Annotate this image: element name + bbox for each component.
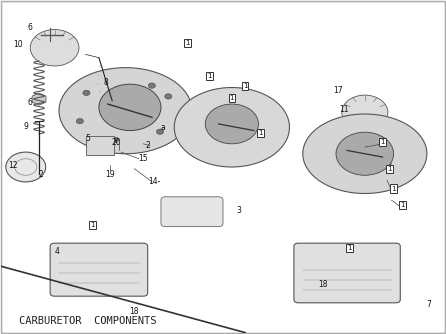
Text: 2: 2 xyxy=(145,141,150,150)
Ellipse shape xyxy=(174,88,289,167)
Text: 12: 12 xyxy=(8,161,17,170)
FancyBboxPatch shape xyxy=(294,243,401,303)
Circle shape xyxy=(148,83,155,88)
Text: 6: 6 xyxy=(28,98,33,107)
Text: 18: 18 xyxy=(318,280,327,289)
Text: 6: 6 xyxy=(28,23,33,32)
Circle shape xyxy=(157,129,164,134)
Text: CARBURETOR  COMPONENTS: CARBURETOR COMPONENTS xyxy=(19,316,157,326)
FancyBboxPatch shape xyxy=(50,243,148,296)
Text: 4: 4 xyxy=(54,247,59,256)
Text: 9: 9 xyxy=(23,122,28,131)
Text: 1: 1 xyxy=(400,202,405,208)
Text: 10: 10 xyxy=(13,40,23,49)
Circle shape xyxy=(342,95,388,130)
Circle shape xyxy=(336,132,394,175)
Text: 19: 19 xyxy=(105,170,115,179)
Text: 1: 1 xyxy=(392,185,396,191)
Text: 1: 1 xyxy=(380,139,385,145)
Circle shape xyxy=(30,29,79,66)
Text: 1: 1 xyxy=(207,73,212,79)
Text: 15: 15 xyxy=(138,154,148,163)
Circle shape xyxy=(205,104,259,144)
Circle shape xyxy=(165,94,172,99)
Text: 5: 5 xyxy=(85,134,90,143)
Text: 1: 1 xyxy=(185,40,190,46)
Text: 1: 1 xyxy=(347,245,351,251)
Text: 20: 20 xyxy=(112,138,121,147)
Text: 1: 1 xyxy=(387,166,392,172)
Text: 2: 2 xyxy=(38,170,43,179)
Bar xyxy=(86,136,115,155)
FancyBboxPatch shape xyxy=(161,197,223,227)
Text: 7: 7 xyxy=(427,300,432,309)
Text: 1: 1 xyxy=(230,95,234,101)
Text: 8: 8 xyxy=(103,78,108,87)
Ellipse shape xyxy=(59,67,192,154)
Text: 14-: 14- xyxy=(148,177,161,186)
Circle shape xyxy=(6,152,45,182)
Text: 1: 1 xyxy=(90,222,95,228)
Circle shape xyxy=(99,84,161,131)
Text: 18: 18 xyxy=(129,307,138,316)
Circle shape xyxy=(83,90,90,96)
Circle shape xyxy=(112,137,119,143)
Circle shape xyxy=(76,119,83,124)
Text: 1: 1 xyxy=(258,130,263,136)
Ellipse shape xyxy=(303,114,427,193)
Text: 1: 1 xyxy=(243,83,248,89)
Text: 3: 3 xyxy=(236,205,241,214)
Text: 17: 17 xyxy=(334,86,343,95)
Text: a: a xyxy=(161,124,165,132)
Text: 11: 11 xyxy=(339,105,348,114)
